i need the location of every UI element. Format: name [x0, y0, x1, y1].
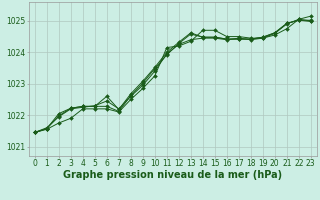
X-axis label: Graphe pression niveau de la mer (hPa): Graphe pression niveau de la mer (hPa) — [63, 170, 282, 180]
